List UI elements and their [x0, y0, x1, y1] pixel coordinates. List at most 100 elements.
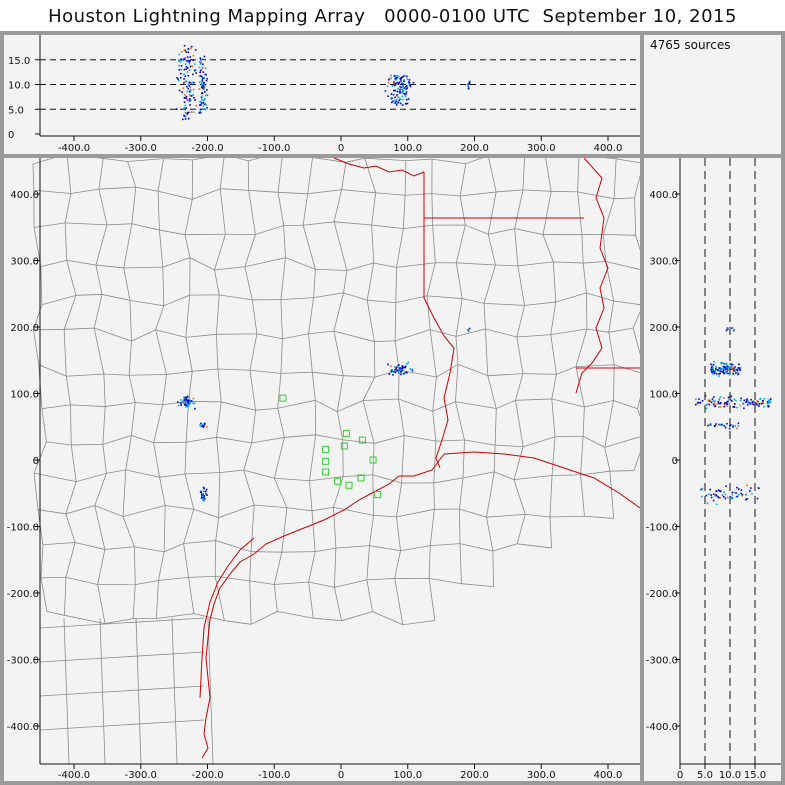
- county-line: [32, 163, 35, 191]
- lightning-source-point: [391, 368, 394, 371]
- lightning-source-point: [183, 107, 186, 109]
- lightning-source-point: [401, 95, 404, 98]
- altitude-y-plot: -400.0 -300.0 -200.0 -100.0 0 100.0 200.0 300.0…: [646, 158, 781, 781]
- lightning-source-point: [766, 404, 769, 407]
- lightning-source-point: [468, 327, 471, 330]
- lightning-source-point: [741, 494, 743, 497]
- lightning-source-point: [467, 87, 470, 90]
- lightning-source-point: [184, 112, 187, 114]
- lightning-source-point: [734, 366, 736, 368]
- lightning-source-point: [403, 87, 405, 89]
- county-line: [99, 617, 106, 765]
- county-line: [249, 551, 252, 581]
- county-line: [95, 264, 103, 295]
- lightning-source-point: [729, 363, 731, 366]
- lightning-source-point: [726, 403, 728, 406]
- lightning-source-point: [186, 60, 188, 62]
- county-line: [102, 435, 132, 445]
- county-line: [394, 550, 401, 579]
- county-line: [456, 262, 496, 266]
- lma-station-marker: [322, 457, 330, 465]
- county-line: [158, 576, 189, 581]
- county-line: [66, 373, 104, 377]
- lightning-source-point: [736, 368, 738, 371]
- county-line: [106, 469, 126, 474]
- lightning-source-point: [720, 362, 723, 365]
- county-line: [162, 267, 165, 306]
- lightning-source-point: [735, 399, 737, 402]
- lightning-source-point: [753, 403, 755, 406]
- county-line: [249, 333, 258, 371]
- lightning-source-point: [189, 400, 192, 402]
- lightning-source-point: [406, 87, 409, 89]
- county-line: [549, 515, 585, 518]
- lightning-source-point: [739, 366, 742, 369]
- lightning-source-point: [754, 402, 756, 404]
- county-line: [128, 375, 136, 403]
- lightning-source-point: [185, 107, 188, 109]
- lightning-source-point: [728, 427, 731, 430]
- county-line: [495, 264, 518, 267]
- altitude-y-axes: -400.0 -300.0 -200.0 -100.0 0 100.0 200.0 300.0…: [646, 158, 781, 781]
- lightning-source-point: [185, 402, 187, 404]
- county-line: [366, 579, 373, 612]
- lightning-source-point: [394, 83, 397, 86]
- lightning-source-point: [406, 371, 408, 374]
- county-line: [341, 611, 373, 622]
- lightning-source-point: [726, 371, 729, 374]
- county-line: [131, 435, 154, 444]
- county-line: [343, 375, 375, 378]
- lightning-source-point: [391, 369, 394, 372]
- lightning-source-point: [729, 424, 732, 426]
- county-line: [280, 297, 314, 301]
- county-line: [256, 333, 283, 340]
- county-line: [608, 327, 634, 333]
- x-tick-label: -300.0: [125, 143, 157, 154]
- county-line: [125, 435, 132, 470]
- county-line: [455, 401, 465, 441]
- lightning-source-point: [187, 60, 189, 63]
- county-line: [635, 235, 640, 251]
- lightning-source-point: [203, 423, 206, 426]
- lightning-source-point: [186, 403, 189, 405]
- lightning-source-point: [184, 104, 187, 107]
- county-line: [308, 581, 314, 619]
- lightning-source-point: [205, 79, 208, 82]
- lightning-source-point: [733, 370, 736, 373]
- lightning-source-point: [395, 78, 397, 81]
- county-line: [371, 224, 375, 264]
- lightning-source-point: [732, 424, 734, 427]
- lightning-source-point: [400, 80, 402, 83]
- county-line: [277, 373, 282, 409]
- county-line: [460, 191, 497, 197]
- lightning-source-point: [407, 81, 410, 83]
- lightning-source-point: [188, 403, 191, 406]
- county-line: [123, 267, 131, 301]
- county-line: [517, 543, 552, 549]
- lightning-source-point: [199, 75, 202, 77]
- lightning-source-point: [406, 75, 408, 78]
- lightning-source-point: [748, 401, 750, 404]
- county-line: [273, 552, 283, 585]
- county-line: [123, 223, 133, 268]
- lma-station-marker: [342, 429, 350, 437]
- county-line: [64, 614, 106, 624]
- county-line: [336, 411, 344, 440]
- lightning-source-point: [397, 96, 400, 99]
- lma-station-marker: [345, 481, 353, 489]
- lightning-source-point: [760, 402, 763, 405]
- county-line: [366, 578, 395, 581]
- lightning-source-point: [186, 398, 188, 401]
- county-line: [102, 406, 106, 445]
- lightning-source-point: [710, 494, 712, 496]
- county-line: [311, 372, 316, 401]
- lightning-source-point: [710, 366, 713, 369]
- lightning-source-point: [393, 81, 395, 83]
- y-tick-label: -400.0: [646, 722, 678, 733]
- county-line: [313, 269, 316, 298]
- lightning-source-point: [183, 101, 186, 104]
- county-line: [309, 434, 317, 481]
- lightning-source-point: [185, 97, 187, 100]
- county-line: [251, 410, 256, 443]
- lightning-source-point: [705, 407, 708, 410]
